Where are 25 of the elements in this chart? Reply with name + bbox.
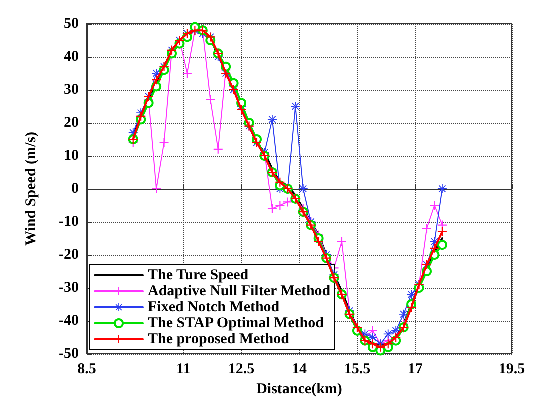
y-tick-label: 0 (72, 181, 79, 197)
legend-label: Adaptive Null Filter Method (148, 284, 332, 300)
legend-label: The STAP Optimal Method (148, 316, 325, 332)
y-tick-label: 20 (64, 115, 79, 131)
legend-label: Fixed Notch Method (148, 300, 280, 316)
y-tick-label: -40 (59, 313, 79, 329)
y-tick-label: 10 (64, 148, 79, 164)
y-tick-label: -20 (59, 247, 79, 263)
x-tick-label: 8.5 (78, 362, 96, 378)
legend-label: The proposed Method (148, 332, 290, 348)
y-axis-title: Wind Speed (m/s) (24, 132, 40, 246)
legend-label: The Ture Speed (148, 268, 250, 284)
y-tick-label: 30 (64, 82, 79, 98)
x-tick-label: 19.5 (498, 362, 526, 378)
x-tick-label: 11 (176, 362, 191, 378)
y-tick-label: 40 (64, 49, 79, 65)
y-tick-label: -10 (59, 214, 79, 230)
x-tick-label: 15.5 (344, 362, 371, 378)
x-tick-label: 12.5 (228, 362, 255, 378)
x-tick-label: 17 (408, 362, 424, 378)
y-tick-label: -30 (59, 280, 79, 296)
x-axis-title: Distance(km) (256, 381, 342, 398)
y-tick-label: -50 (59, 346, 79, 362)
y-tick-label: 50 (64, 16, 79, 32)
x-tick-label: 14 (292, 362, 308, 378)
